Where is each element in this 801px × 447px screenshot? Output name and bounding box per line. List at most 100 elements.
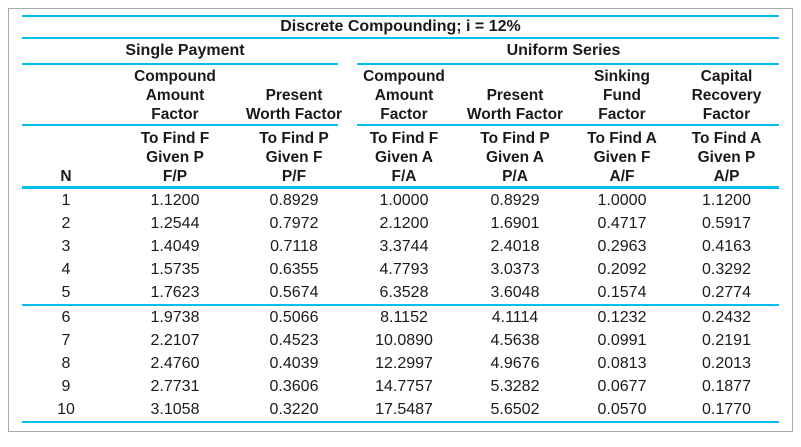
table-cell: 8.1152: [380, 309, 428, 326]
table-cell: 0.0677: [597, 378, 647, 395]
factor-header-row: Compound Amount Factor Present Worth Fac…: [22, 65, 779, 124]
table-cell: 3.6048: [490, 284, 540, 301]
table-cell: 5.3282: [490, 378, 540, 395]
factor-header-pa: Present Worth Factor: [466, 87, 564, 123]
find-header-pf: To Find P Given F P/F: [259, 130, 329, 185]
find-header-ap: To Find A Given P A/P: [691, 130, 762, 185]
table-cell: 2.2107: [150, 332, 200, 349]
table-cell: 3.3744: [379, 238, 429, 255]
table-cell: 0.1770: [702, 401, 751, 418]
table-cell: 1: [61, 192, 71, 209]
table-cell: 2: [61, 215, 71, 232]
group-divider-row: [22, 63, 779, 65]
table-cell: 6.3528: [379, 284, 429, 301]
table-row: 5 1.7623 0.5674 6.3528 3.6048 0.1574 0.2774: [22, 281, 779, 304]
table-cell: 6: [61, 309, 71, 326]
table-cell: 5: [61, 284, 71, 301]
table-cell: 0.0813: [597, 355, 647, 372]
n-column-header: N: [60, 168, 72, 185]
table-cell: 1.1200: [150, 192, 200, 209]
table-cell: 2.1200: [379, 215, 429, 232]
table-cell: 1.1200: [702, 192, 751, 209]
table-cell: 0.4163: [702, 238, 751, 255]
table-cell: 17.5487: [375, 401, 433, 418]
table-cell: 2.7731: [150, 378, 200, 395]
top-divider: [22, 15, 779, 17]
table-cell: 3: [61, 238, 71, 255]
bottom-divider: [22, 421, 779, 423]
table-cell: 1.4049: [150, 238, 200, 255]
header-divider-right: [357, 124, 779, 126]
table-cell: 0.7118: [270, 238, 318, 255]
header-divider-row: [22, 124, 779, 126]
table-cell: 0.6355: [269, 261, 319, 278]
table-cell: 0.4523: [269, 332, 319, 349]
table-cell: 1.9738: [150, 309, 200, 326]
table-cell: 1.0000: [379, 192, 429, 209]
title-divider: [22, 37, 779, 39]
table-cell: 0.3606: [269, 378, 319, 395]
table-cell: 9: [61, 378, 71, 395]
find-header-row: N To Find F Given P F/P To Find P Given …: [22, 126, 779, 186]
factor-header-fa: Compound Amount Factor: [363, 68, 445, 123]
table-row: 7 2.2107 0.4523 10.0890 4.5638 0.0991 0.2191: [22, 329, 779, 352]
table-row: 6 1.9738 0.5066 8.1152 4.1114 0.1232 0.2432: [22, 306, 779, 329]
table-cell: 0.1877: [702, 378, 751, 395]
find-header-fa: To Find F Given A F/A: [369, 130, 439, 185]
table-cell: 0.5917: [702, 215, 751, 232]
table-cell: 0.7972: [269, 215, 319, 232]
table-cell: 1.2544: [150, 215, 200, 232]
table-cell: 1.0000: [597, 192, 647, 209]
row-group-divider: [22, 304, 779, 306]
table-cell: 5.6502: [490, 401, 540, 418]
table-cell: 0.2432: [702, 309, 751, 326]
table-row: 4 1.5735 0.6355 4.7793 3.0373 0.2092 0.3292: [22, 258, 779, 281]
table-cell: 0.5066: [269, 309, 319, 326]
table-cell: 0.0570: [597, 401, 647, 418]
table-cell: 10: [57, 401, 75, 418]
table-row: 2 1.2544 0.7972 2.1200 1.6901 0.4717 0.5917: [22, 212, 779, 235]
table-row: 1 1.1200 0.8929 1.0000 0.8929 1.0000 1.1200: [22, 189, 779, 212]
factor-header-spacer: [22, 65, 110, 124]
table-cell: 4.9676: [490, 355, 540, 372]
table-sheet: Discrete Compounding; i = 12% Single Pay…: [8, 8, 793, 432]
table-cell: 0.4039: [269, 355, 319, 372]
table-cell: 0.3292: [702, 261, 751, 278]
table-cell: 0.8929: [269, 192, 319, 209]
table-row: 8 2.4760 0.4039 12.2997 4.9676 0.0813 0.2013: [22, 352, 779, 375]
table-cell: 4.1114: [491, 309, 539, 326]
find-header-fp: To Find F Given P F/P: [140, 130, 210, 185]
find-header-pa: To Find P Given A P/A: [480, 130, 550, 185]
table-row: 9 2.7731 0.3606 14.7757 5.3282 0.0677 0.1877: [22, 375, 779, 398]
table-row: 10 3.1058 0.3220 17.5487 5.6502 0.0570 0.1770: [22, 398, 779, 421]
table-cell: 0.2963: [597, 238, 647, 255]
table-cell: 0.2191: [702, 332, 751, 349]
data-top-divider: [22, 186, 779, 189]
table-cell: 1.7623: [150, 284, 200, 301]
group-divider-left: [22, 63, 338, 65]
table-title: Discrete Compounding; i = 12%: [280, 18, 521, 35]
table-cell: 2.4018: [490, 238, 540, 255]
table-cell: 4: [61, 261, 71, 278]
table-body: 1 1.1200 0.8929 1.0000 0.8929 1.0000 1.1200 2 1.…: [22, 189, 779, 421]
table-cell: 0.0991: [597, 332, 647, 349]
table-cell: 0.3220: [269, 401, 319, 418]
table-cell: 8: [61, 355, 71, 372]
table-cell: 14.7757: [375, 378, 433, 395]
table-cell: 0.5674: [269, 284, 319, 301]
table-cell: 3.0373: [490, 261, 540, 278]
factor-header-ap: Capital Recovery Factor: [691, 68, 762, 123]
group-header-uniform-series: Uniform Series: [506, 42, 621, 59]
table-cell: 4.5638: [490, 332, 540, 349]
header-divider-left: [22, 124, 338, 126]
table-cell: 0.2013: [702, 355, 751, 372]
table-cell: 0.2092: [597, 261, 647, 278]
table-cell: 7: [61, 332, 71, 349]
factor-header-pf: Present Worth Factor: [245, 87, 343, 123]
factor-header-af: Sinking Fund Factor: [594, 68, 650, 123]
table-cell: 10.0890: [375, 332, 433, 349]
table-cell: 0.1574: [597, 284, 647, 301]
table-row: 3 1.4049 0.7118 3.3744 2.4018 0.2963 0.4163: [22, 235, 779, 258]
group-divider-right: [357, 63, 779, 65]
